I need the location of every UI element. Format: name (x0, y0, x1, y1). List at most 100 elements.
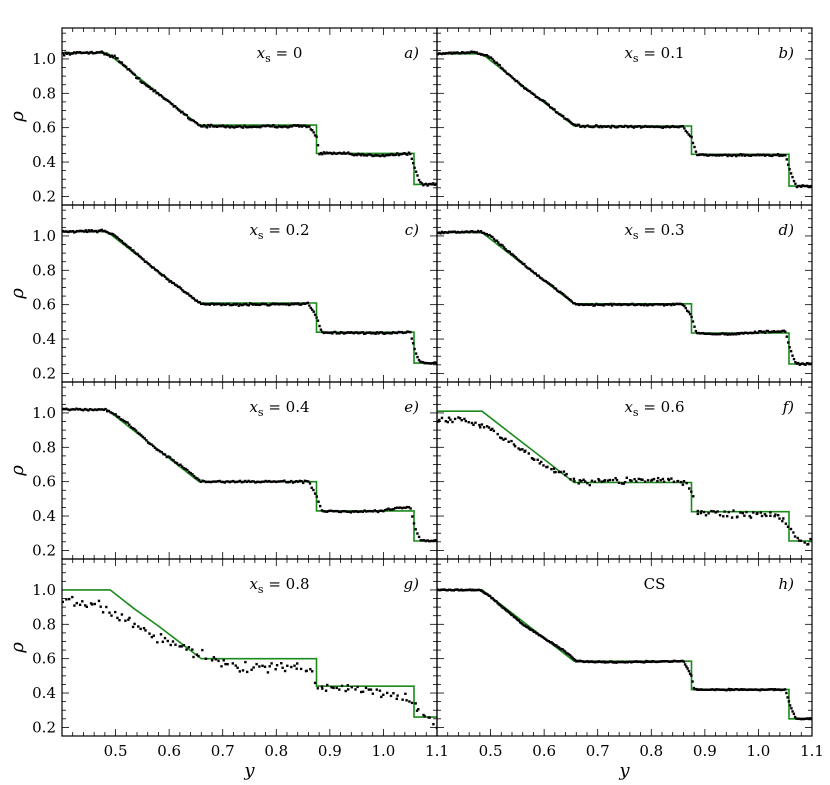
data-point (259, 126, 262, 129)
data-point (658, 125, 661, 129)
data-point (101, 230, 105, 233)
data-point (296, 662, 299, 665)
data-point (796, 536, 799, 540)
data-point (331, 509, 334, 513)
panel-b: xs = 0.1 b) (436, 27, 813, 206)
data-point (350, 152, 353, 156)
data-point (117, 415, 121, 419)
data-point (185, 292, 188, 295)
data-point (78, 229, 82, 233)
data-point (503, 608, 507, 611)
data-point (412, 342, 415, 345)
data-point (553, 644, 557, 647)
data-point (550, 106, 553, 110)
data-point (365, 331, 369, 334)
data-point (763, 688, 767, 691)
data-point (530, 91, 533, 95)
data-point (273, 303, 276, 306)
data-point (475, 51, 478, 54)
data-point (615, 126, 618, 129)
data-point (569, 478, 572, 481)
data-point (196, 477, 199, 480)
data-point (84, 604, 87, 607)
data-point (566, 118, 569, 121)
data-point (426, 362, 429, 365)
data-point (241, 303, 245, 307)
data-point (426, 539, 429, 542)
data-point (686, 667, 689, 670)
data-point (128, 616, 131, 620)
data-point (560, 114, 563, 117)
data-point (106, 410, 109, 413)
data-point (440, 230, 444, 234)
data-point (450, 52, 454, 55)
data-point (690, 674, 693, 677)
data-point (733, 332, 736, 335)
data-point (430, 362, 434, 365)
data-point (211, 302, 214, 305)
data-point (295, 667, 298, 670)
data-point (697, 331, 700, 335)
data-point (622, 125, 625, 128)
data-point (511, 614, 514, 617)
data-point (375, 331, 379, 334)
data-point (234, 664, 237, 667)
data-point (257, 303, 261, 307)
data-point (252, 666, 255, 669)
data-point (651, 303, 654, 307)
data-point (463, 230, 467, 234)
data-point (160, 451, 163, 454)
data-point (120, 613, 124, 616)
data-point (313, 313, 317, 316)
data-point (318, 153, 321, 156)
data-point (730, 332, 734, 335)
data-point (247, 479, 250, 483)
data-point (162, 97, 165, 100)
data-point (507, 250, 510, 253)
data-point (666, 660, 669, 663)
data-point (378, 509, 382, 512)
y-tick-label: 0.8 (32, 84, 56, 102)
data-point (220, 303, 223, 307)
data-point (169, 456, 172, 459)
model-line (62, 408, 437, 542)
data-point (167, 455, 170, 458)
data-point (97, 51, 100, 54)
data-point (244, 660, 247, 664)
data-point (391, 331, 395, 334)
data-point (786, 696, 789, 699)
data-point (533, 458, 536, 461)
data-point (428, 540, 431, 543)
data-point (765, 514, 768, 518)
data-point (355, 153, 359, 157)
data-point (313, 134, 317, 137)
data-point (630, 479, 633, 482)
data-point (546, 102, 549, 106)
data-point (759, 153, 762, 156)
data-point (321, 687, 324, 690)
data-point (210, 302, 213, 305)
data-point (383, 509, 387, 512)
data-point (769, 154, 773, 157)
data-point (508, 250, 511, 254)
data-point (769, 330, 773, 334)
data-point (395, 697, 398, 700)
data-point (706, 332, 709, 335)
data-point (776, 330, 780, 333)
data-point (456, 51, 460, 54)
data-point (592, 125, 595, 129)
data-point (492, 59, 496, 63)
data-point (736, 153, 739, 157)
data-point (400, 507, 404, 510)
data-point (179, 111, 183, 114)
data-point (349, 511, 353, 514)
data-point (198, 301, 201, 304)
data-point (65, 598, 68, 601)
y-tick-label: 0.4 (32, 153, 56, 171)
data-point (442, 52, 445, 55)
data-point (152, 90, 155, 93)
data-point (344, 331, 347, 335)
data-point (404, 331, 408, 334)
data-point (441, 588, 444, 591)
data-point (440, 52, 444, 56)
